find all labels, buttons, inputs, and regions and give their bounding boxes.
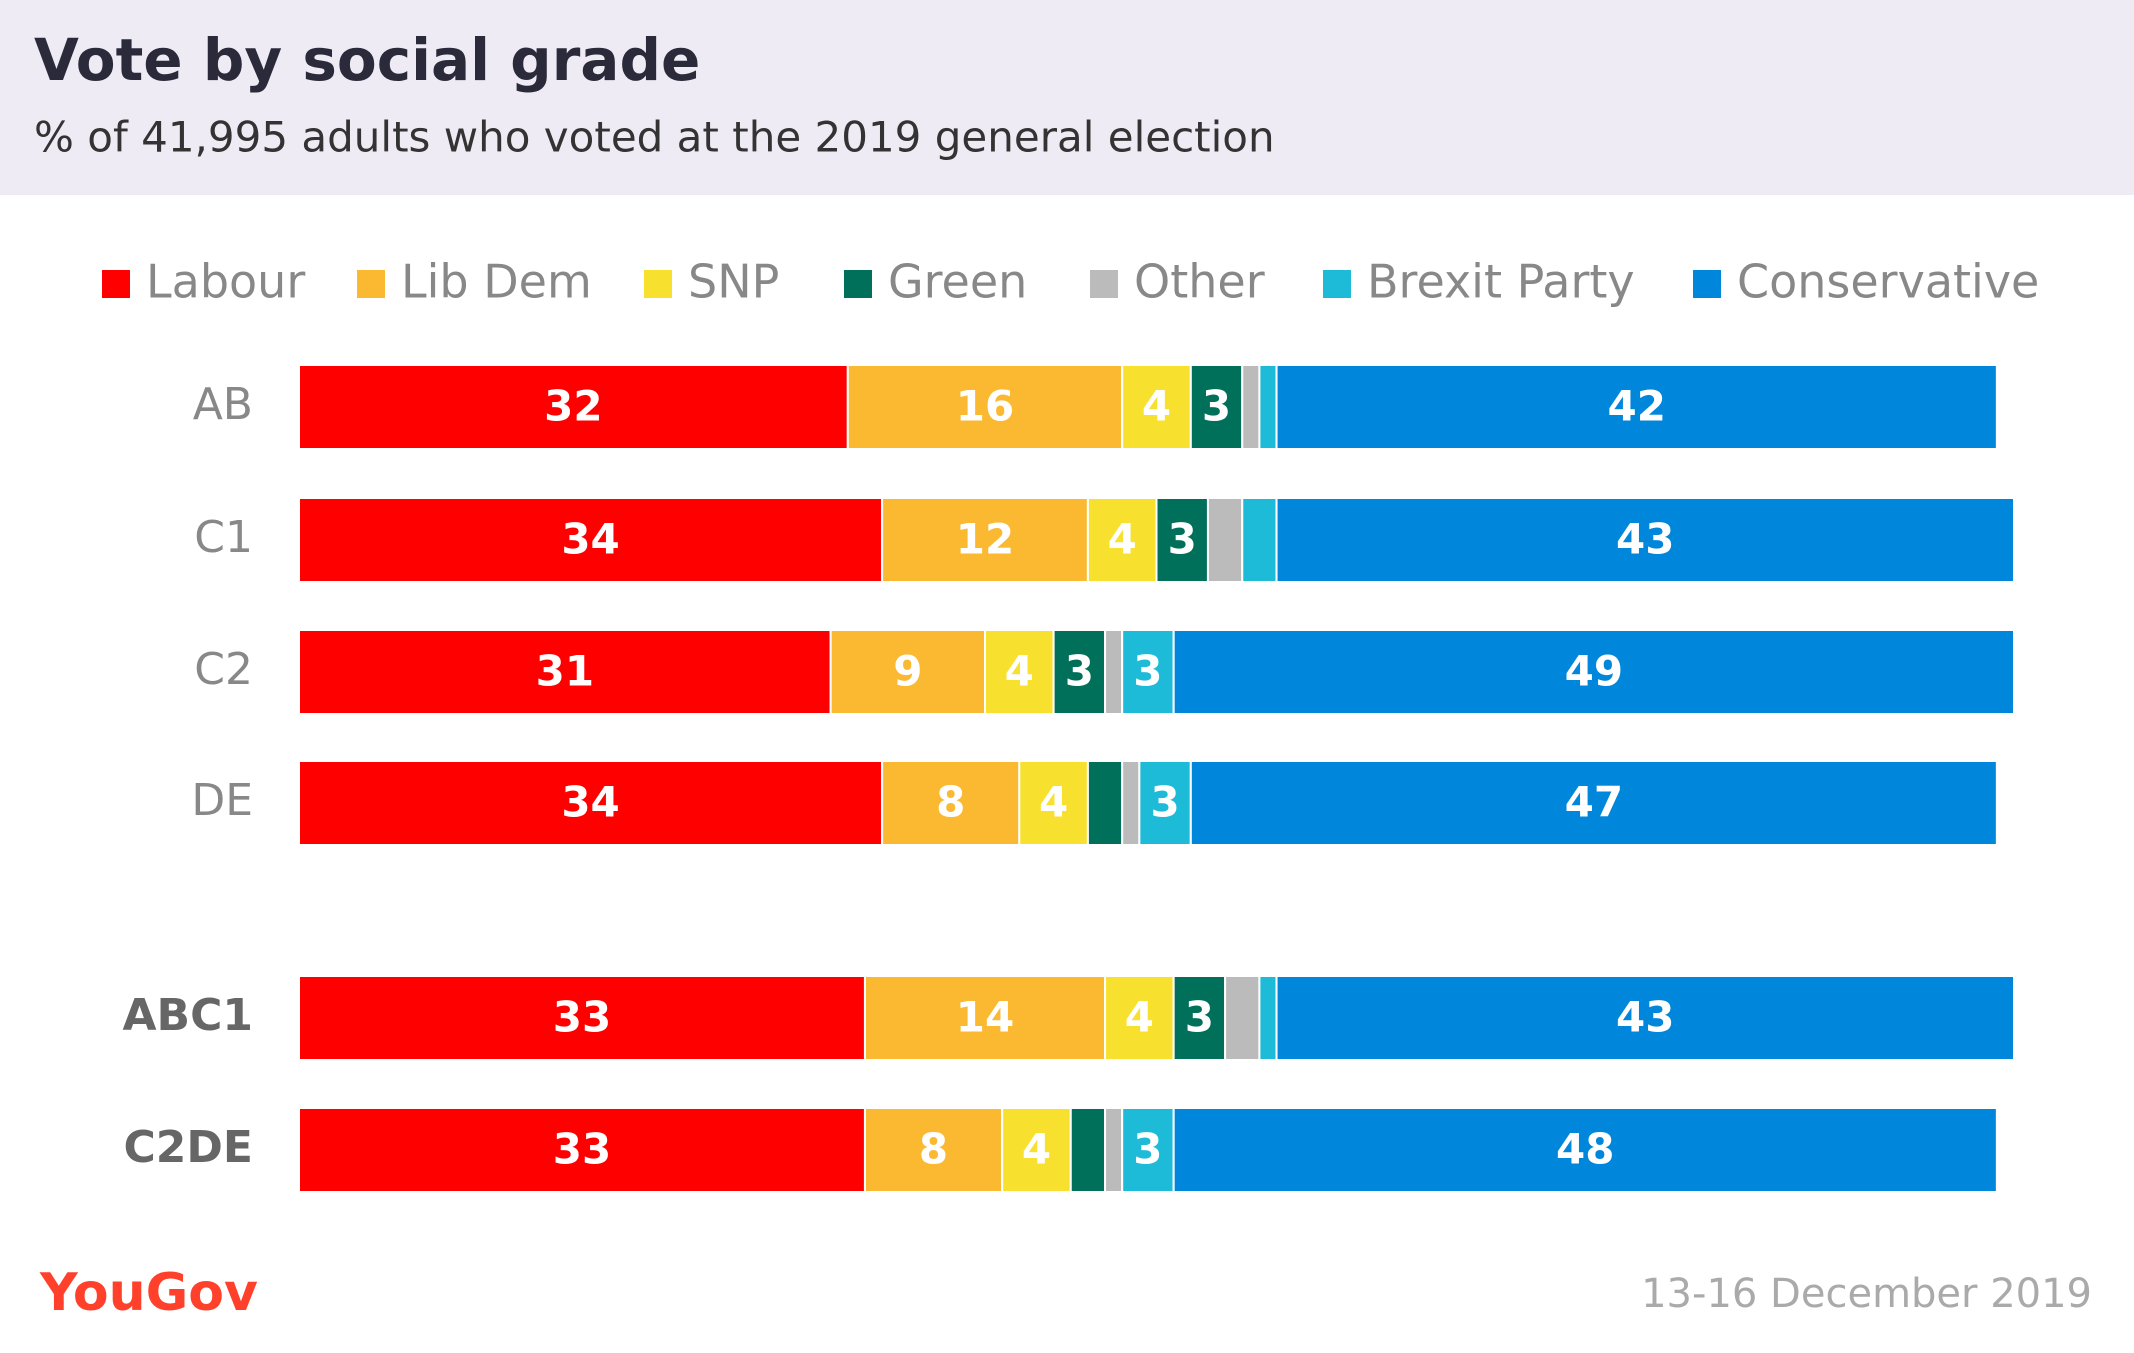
bar-segment — [1189, 364, 1244, 450]
bar-segment — [1258, 364, 1278, 450]
value-label: 8 — [936, 778, 965, 827]
bar-segment — [1224, 975, 1261, 1061]
value-label: 3 — [1065, 647, 1094, 696]
value-label: 47 — [1565, 778, 1623, 827]
legend-label: SNP — [688, 255, 779, 309]
bar-segment — [1258, 975, 1278, 1061]
legend-swatch — [1323, 270, 1351, 298]
legend-label: Other — [1134, 255, 1265, 309]
value-label: 3 — [1168, 515, 1197, 564]
value-label: 31 — [536, 647, 594, 696]
value-label: 12 — [956, 515, 1014, 564]
value-label: 33 — [553, 1125, 611, 1174]
bar-segment — [1241, 364, 1261, 450]
legend-label: Brexit Party — [1367, 255, 1635, 309]
bar-segment — [1172, 629, 2015, 715]
bar-segment — [1121, 364, 1192, 450]
bar-segment — [1104, 629, 1124, 715]
value-label: 4 — [1022, 1125, 1051, 1174]
category-label: AB — [193, 379, 253, 430]
date-note: 13-16 December 2019 — [1641, 1271, 2092, 1317]
value-label: 4 — [1142, 382, 1171, 431]
bar-segment — [298, 629, 832, 715]
legend-swatch — [1693, 270, 1721, 298]
bar-segment — [1086, 760, 1124, 846]
category-label: DE — [191, 775, 253, 826]
bar-segment — [1172, 1107, 1998, 1193]
logo: YouGov — [39, 1263, 258, 1323]
bar-segment — [298, 364, 849, 450]
bar-segment — [863, 975, 1107, 1061]
value-label: 32 — [544, 382, 602, 431]
chart-subtitle: % of 41,995 adults who voted at the 2019… — [34, 113, 1275, 162]
value-label: 9 — [893, 647, 922, 696]
chart-title: Vote by social grade — [34, 26, 700, 94]
legend-swatch — [102, 270, 130, 298]
legend-label: Conservative — [1737, 255, 2039, 309]
bar-segment — [298, 760, 884, 846]
bar-segment — [298, 497, 884, 583]
value-label: 43 — [1616, 993, 1674, 1042]
value-label: 8 — [919, 1125, 948, 1174]
value-label: 3 — [1133, 647, 1162, 696]
value-label: 3 — [1185, 993, 1214, 1042]
value-label: 4 — [1039, 778, 1068, 827]
value-label: 3 — [1202, 382, 1231, 431]
bar-segment — [1172, 975, 1227, 1061]
category-label: C2DE — [124, 1122, 254, 1173]
legend-label: Lib Dem — [401, 255, 592, 309]
bar-segment — [1121, 1107, 1175, 1193]
legend-swatch — [644, 270, 672, 298]
bar-segment — [846, 364, 1124, 450]
bar-segment — [1052, 629, 1107, 715]
bar-segment — [984, 629, 1055, 715]
bar-segment — [1275, 975, 2016, 1061]
value-label: 3 — [1133, 1125, 1162, 1174]
value-label: 42 — [1607, 382, 1665, 431]
bar-segment — [1121, 760, 1141, 846]
value-label: 33 — [553, 993, 611, 1042]
value-label: 14 — [956, 993, 1014, 1042]
bar-segment — [829, 629, 987, 715]
category-label: C1 — [194, 512, 253, 563]
value-label: 4 — [1108, 515, 1137, 564]
legend-label: Green — [888, 255, 1027, 309]
bar-segment — [1206, 497, 1244, 583]
header-band — [0, 0, 2134, 195]
bar-segment — [1189, 760, 1998, 846]
legend-label: Labour — [146, 255, 305, 309]
bar-segment — [1104, 1107, 1124, 1193]
legend-swatch — [357, 270, 385, 298]
value-label: 4 — [1005, 647, 1034, 696]
bar-segment — [298, 975, 866, 1061]
value-label: 49 — [1565, 647, 1623, 696]
value-label: 34 — [561, 515, 619, 564]
category-label: C2 — [194, 644, 253, 695]
bar-segment — [1001, 1107, 1072, 1193]
bar-segment — [1104, 975, 1175, 1061]
value-label: 3 — [1150, 778, 1179, 827]
bar-segment — [1241, 497, 1278, 583]
legend-swatch — [1090, 270, 1118, 298]
bar-segment — [881, 760, 1021, 846]
legend-swatch — [844, 270, 872, 298]
bar-segment — [1018, 760, 1089, 846]
value-label: 34 — [561, 778, 619, 827]
value-label: 43 — [1616, 515, 1674, 564]
bar-segment — [1275, 497, 2016, 583]
category-label: ABC1 — [123, 990, 254, 1041]
value-label: 4 — [1125, 993, 1154, 1042]
bar-segment — [1155, 497, 1209, 583]
bar-segment — [1069, 1107, 1107, 1193]
value-label: 16 — [956, 382, 1014, 431]
bar-segment — [1275, 364, 1998, 450]
bar-segment — [1086, 497, 1158, 583]
value-label: 48 — [1556, 1125, 1614, 1174]
bar-segment — [1121, 629, 1175, 715]
